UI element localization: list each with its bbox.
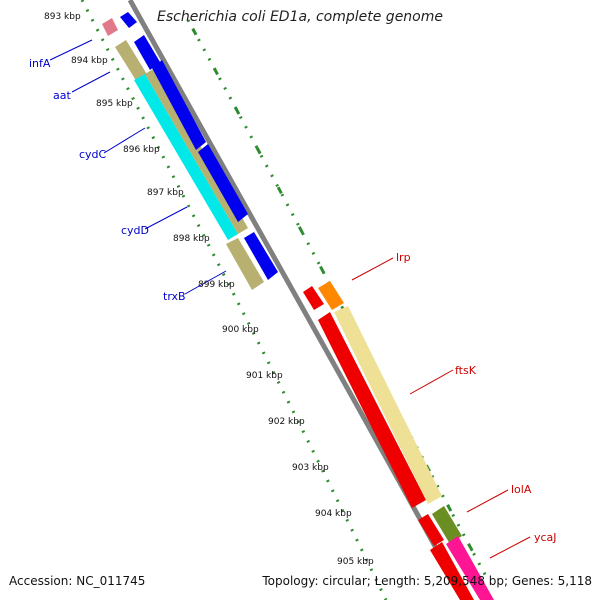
- tick-label: 897 kbp: [147, 188, 184, 198]
- feature-pink-small: [102, 18, 118, 36]
- tick-label: 900 kbp: [222, 325, 259, 335]
- genome-backbone: [127, 0, 468, 600]
- gene-label: cydC: [79, 148, 107, 161]
- gene-label: aat: [53, 89, 71, 102]
- leader-infA: [49, 39, 93, 61]
- feature-blue-4: [198, 144, 248, 222]
- leader-cydD: [144, 206, 188, 230]
- tick-label: 901 kbp: [246, 371, 283, 381]
- leader-lolA: [466, 489, 509, 513]
- tick-label: 896 kbp: [123, 145, 160, 155]
- feature-red-3: [430, 542, 474, 600]
- accession-text: Accession: NC_011745: [9, 574, 146, 588]
- feature-cyan: [134, 74, 238, 240]
- gene-label: ftsK: [455, 364, 477, 377]
- feature-red-small: [303, 286, 324, 310]
- tick-label: 899 kbp: [198, 280, 235, 290]
- feature-khaki-long: [334, 306, 442, 504]
- leader-cydC: [103, 127, 146, 154]
- feature-magenta: [446, 536, 494, 600]
- tick-label: 904 kbp: [315, 509, 352, 519]
- tick-label: 902 kbp: [268, 417, 305, 427]
- feature-orange: [318, 281, 344, 310]
- gene-label: cydD: [121, 224, 149, 237]
- leader-ftsK: [409, 369, 454, 395]
- feature-blue-2: [134, 35, 160, 70]
- tick-label: 905 kbp: [337, 557, 374, 567]
- leader-ycaJ: [489, 536, 531, 559]
- feature-olive-2: [226, 238, 264, 290]
- feature-olive-green: [432, 506, 462, 544]
- leader-trxB: [184, 270, 227, 295]
- feature-olive-1: [115, 40, 148, 82]
- tick-label: 893 kbp: [44, 12, 81, 22]
- feature-blue-1: [120, 12, 137, 28]
- feature-blue-3: [152, 60, 206, 150]
- leader-lrp: [351, 257, 394, 281]
- map-title: Escherichia coli ED1a, complete genome: [157, 9, 443, 25]
- gene-label: ycaJ: [534, 531, 557, 544]
- gene-label: infA: [29, 57, 51, 70]
- feature-red-long: [318, 312, 426, 508]
- tick-label: 903 kbp: [292, 463, 329, 473]
- topology-text: Topology: circular; Length: 5,209,548 bp…: [262, 574, 592, 588]
- leader-aat: [71, 71, 111, 93]
- feature-blue-5: [244, 232, 278, 280]
- gene-label: trxB: [163, 290, 186, 303]
- gene-label: lolA: [511, 483, 532, 496]
- gene-label: lrp: [396, 251, 411, 264]
- tick-label: 894 kbp: [71, 56, 108, 66]
- feature-red-2: [418, 514, 444, 546]
- tick-label: 895 kbp: [96, 99, 133, 109]
- tick-label: 898 kbp: [173, 234, 210, 244]
